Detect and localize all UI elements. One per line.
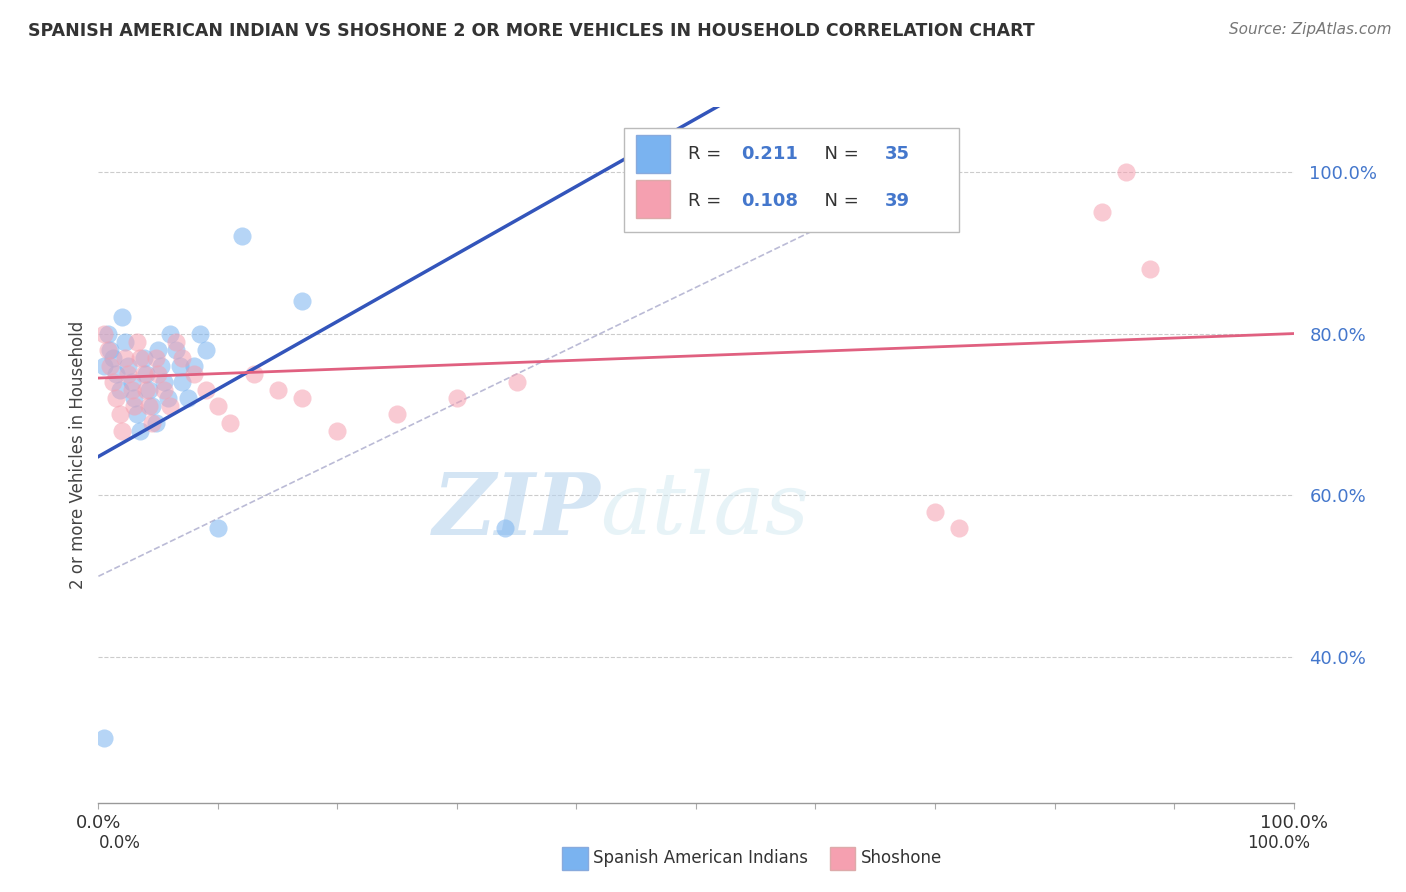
Text: Shoshone: Shoshone: [860, 849, 942, 867]
FancyBboxPatch shape: [636, 180, 669, 219]
Text: 35: 35: [884, 145, 910, 162]
Point: [97, 326, 120, 341]
Point: [138, 383, 160, 397]
Point: [108, 383, 131, 397]
Point: [114, 334, 136, 349]
Point: [93, 731, 115, 745]
Point: [135, 383, 157, 397]
Point: [326, 424, 349, 438]
Point: [207, 521, 229, 535]
Text: 39: 39: [884, 192, 910, 210]
Point: [148, 367, 170, 381]
Point: [129, 424, 152, 438]
Point: [132, 351, 155, 365]
Point: [117, 367, 139, 381]
Point: [165, 343, 187, 357]
Point: [494, 521, 516, 535]
Point: [290, 392, 312, 406]
Text: 0.108: 0.108: [741, 192, 799, 210]
Point: [188, 326, 211, 341]
Text: Spanish American Indians: Spanish American Indians: [593, 849, 808, 867]
Point: [153, 375, 176, 389]
Point: [101, 351, 124, 365]
Point: [156, 392, 179, 406]
Point: [172, 375, 194, 389]
Point: [145, 416, 167, 430]
Point: [124, 400, 146, 414]
Point: [183, 367, 205, 381]
Point: [93, 359, 115, 373]
Point: [105, 392, 128, 406]
Point: [948, 521, 970, 535]
Point: [153, 383, 176, 397]
Point: [129, 351, 152, 365]
Point: [121, 383, 143, 397]
Point: [145, 351, 167, 365]
Point: [101, 375, 124, 389]
Point: [1115, 165, 1137, 179]
Text: R =: R =: [688, 192, 727, 210]
Point: [125, 334, 148, 349]
Point: [924, 504, 946, 518]
Text: 0.211: 0.211: [741, 145, 799, 162]
Point: [124, 392, 146, 406]
Text: SPANISH AMERICAN INDIAN VS SHOSHONE 2 OR MORE VEHICLES IN HOUSEHOLD CORRELATION : SPANISH AMERICAN INDIAN VS SHOSHONE 2 OR…: [28, 22, 1035, 40]
Point: [98, 359, 122, 373]
Point: [506, 375, 529, 389]
Point: [267, 383, 290, 397]
Point: [290, 294, 312, 309]
FancyBboxPatch shape: [636, 135, 669, 173]
Point: [1091, 205, 1114, 219]
Point: [111, 424, 134, 438]
Text: 100.0%: 100.0%: [1247, 834, 1310, 852]
Point: [149, 359, 172, 373]
Point: [108, 408, 131, 422]
Point: [243, 367, 266, 381]
Point: [135, 367, 157, 381]
Point: [93, 326, 115, 341]
Point: [194, 383, 217, 397]
Point: [141, 416, 163, 430]
Point: [231, 229, 253, 244]
Point: [132, 367, 155, 381]
Point: [98, 343, 122, 357]
Point: [385, 408, 409, 422]
Text: 0.0%: 0.0%: [98, 834, 141, 852]
Text: Source: ZipAtlas.com: Source: ZipAtlas.com: [1229, 22, 1392, 37]
Point: [111, 310, 134, 325]
Text: R =: R =: [688, 145, 727, 162]
Point: [138, 400, 160, 414]
Point: [219, 416, 242, 430]
Point: [169, 359, 191, 373]
Text: N =: N =: [813, 192, 865, 210]
Point: [105, 367, 128, 381]
Text: ZIP: ZIP: [433, 469, 600, 552]
Point: [1139, 261, 1161, 276]
Point: [97, 343, 120, 357]
FancyBboxPatch shape: [624, 128, 959, 232]
Point: [141, 400, 163, 414]
Point: [114, 351, 136, 365]
Y-axis label: 2 or more Vehicles in Household: 2 or more Vehicles in Household: [69, 321, 87, 589]
Point: [159, 326, 181, 341]
Point: [177, 392, 200, 406]
Point: [159, 400, 181, 414]
Point: [446, 392, 468, 406]
Point: [117, 359, 139, 373]
Point: [207, 400, 229, 414]
Point: [172, 351, 194, 365]
Point: [194, 343, 217, 357]
Point: [121, 375, 143, 389]
Point: [125, 408, 148, 422]
Text: N =: N =: [813, 145, 865, 162]
Point: [148, 343, 170, 357]
Point: [183, 359, 205, 373]
Point: [165, 334, 187, 349]
Text: atlas: atlas: [600, 469, 810, 552]
